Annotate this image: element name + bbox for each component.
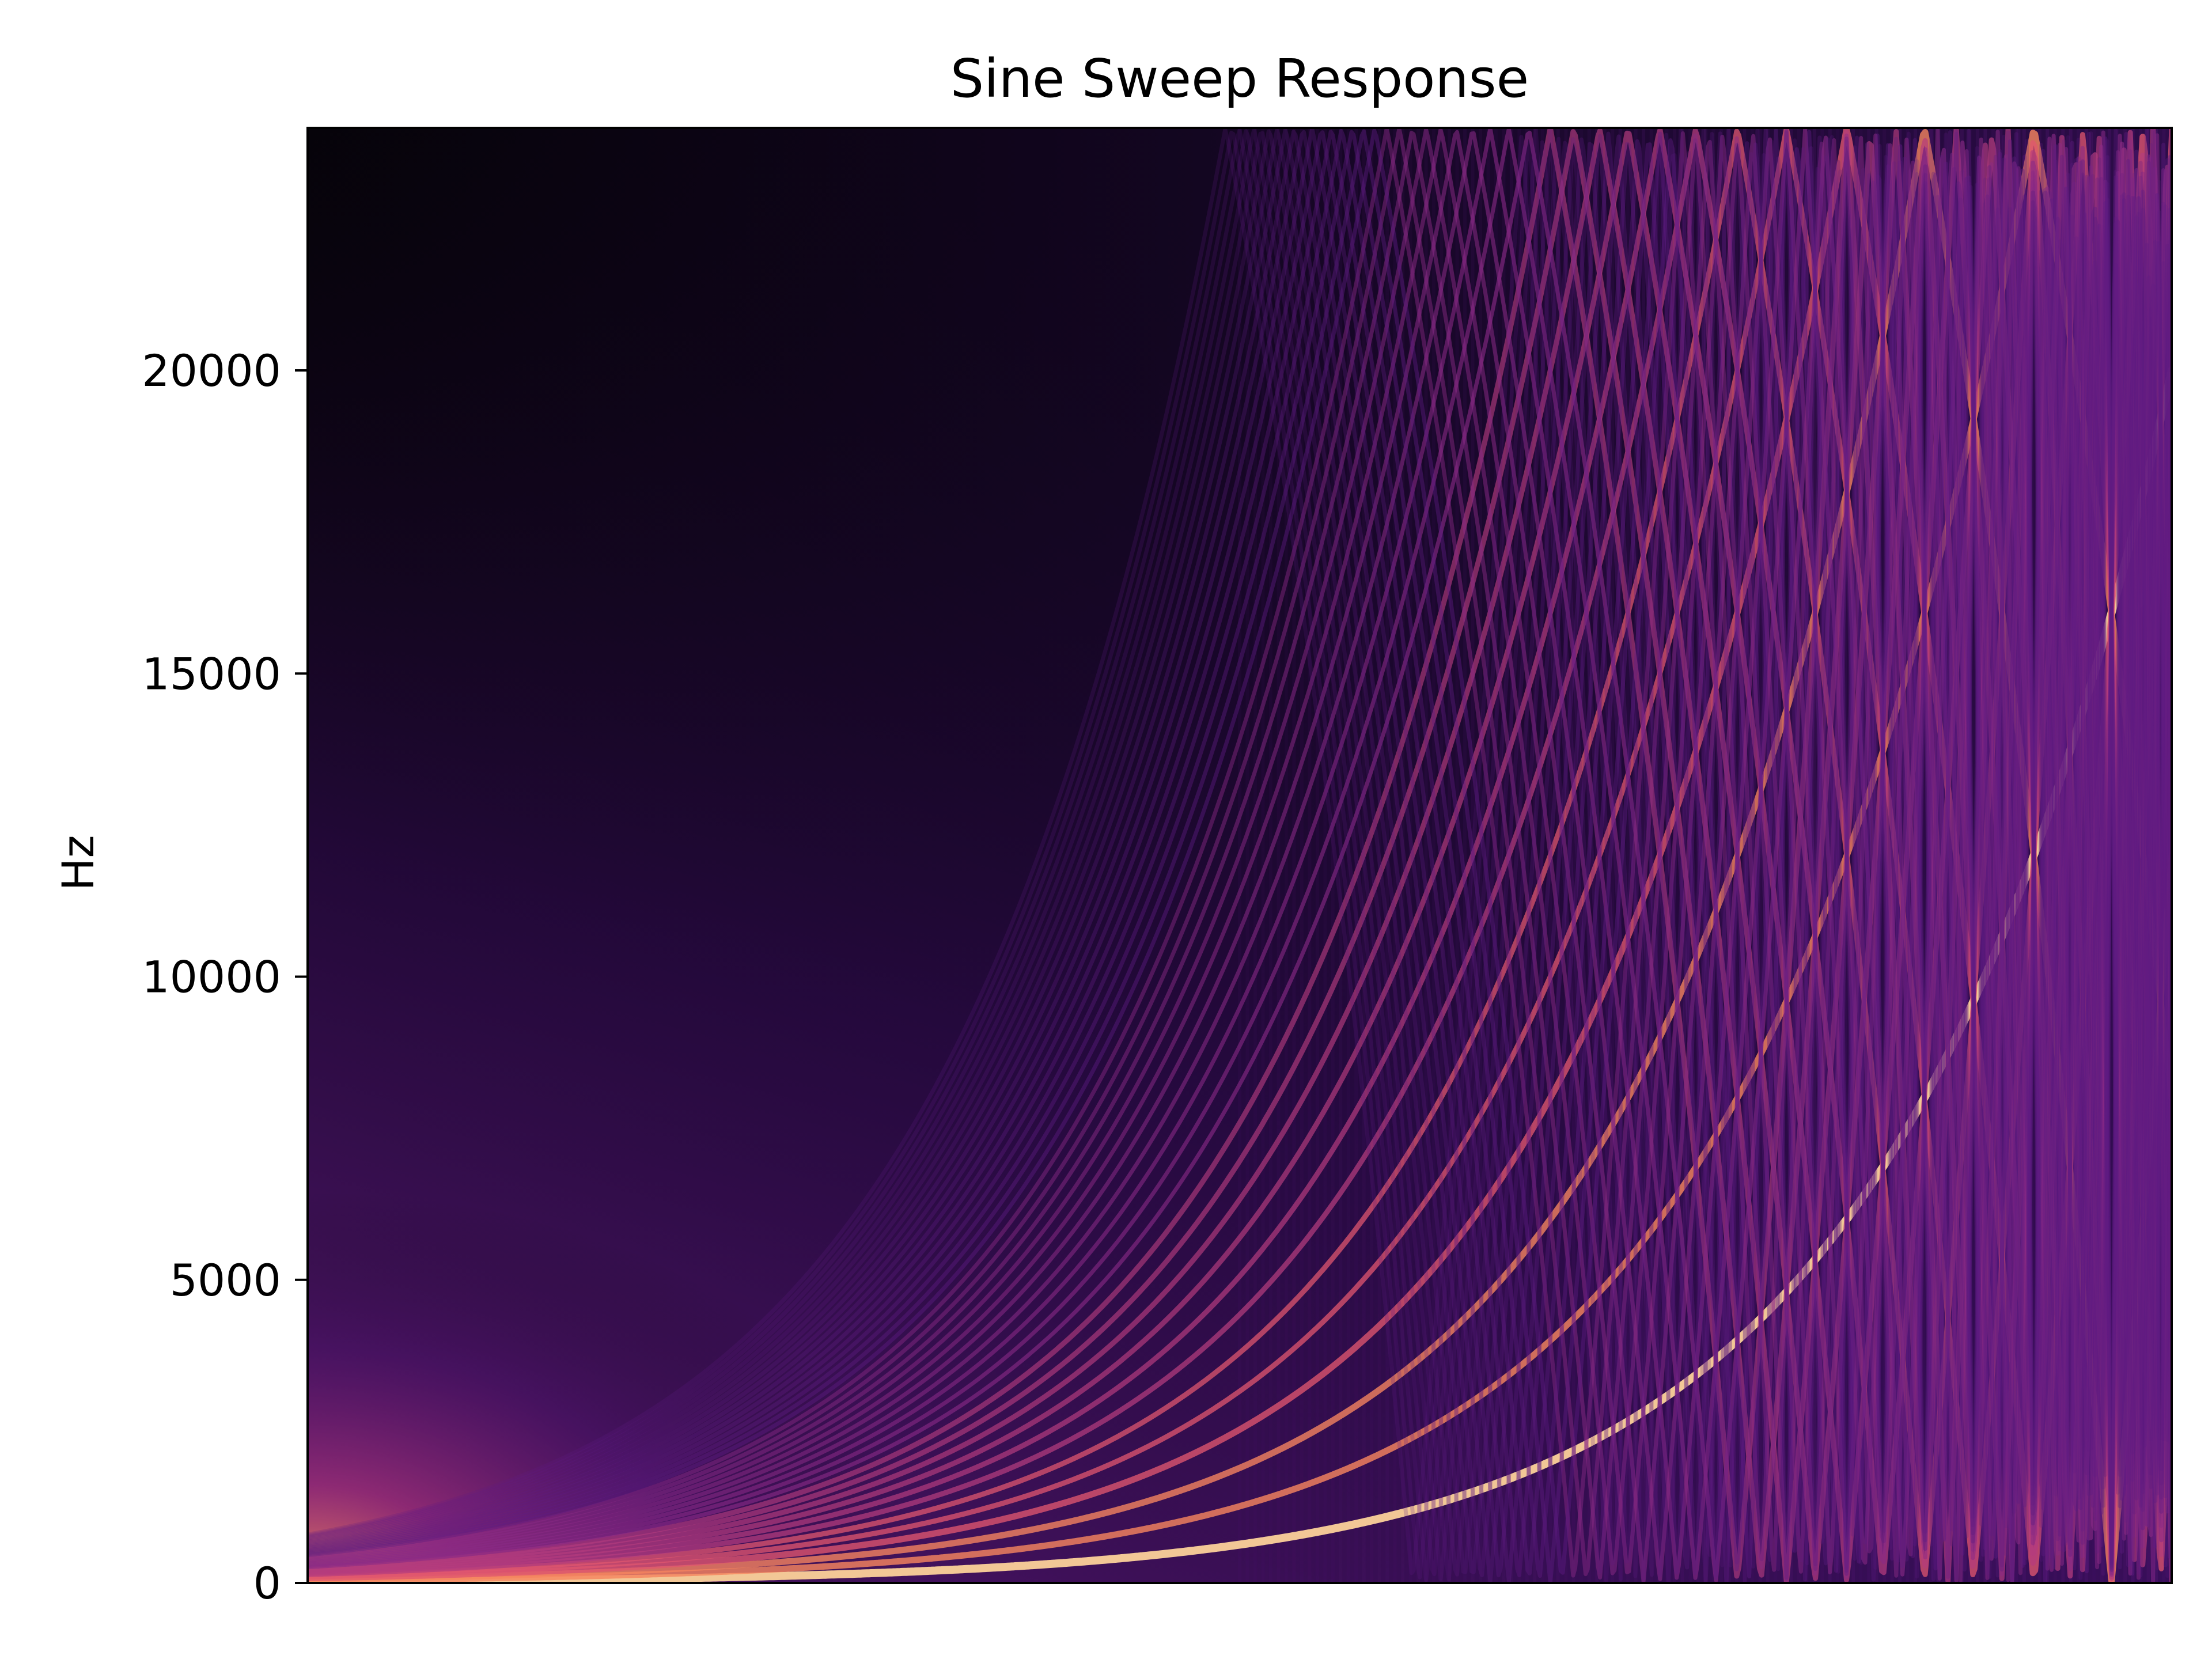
harmonic-curve [308, 128, 2172, 1583]
chart-title: Sine Sweep Response [950, 48, 1529, 109]
harmonic-curve [308, 128, 2172, 1580]
y-tick-label: 20000 [142, 345, 281, 396]
harmonic-curve [308, 130, 2172, 1583]
harmonic-curve [308, 128, 2172, 1582]
harmonic-curve [308, 128, 2172, 1583]
harmonic-curve [308, 128, 2172, 1582]
harmonic-curve [308, 128, 2172, 1581]
harmonic-curve [308, 128, 2172, 1583]
harmonic-curve [308, 128, 2172, 1583]
harmonic-curve [308, 128, 2172, 1583]
harmonic-curve [308, 128, 2172, 1582]
harmonic-curve [308, 128, 2172, 1582]
harmonic-curve [308, 128, 2172, 1581]
y-tick-label: 15000 [142, 648, 281, 699]
harmonic-curve [308, 128, 2172, 1583]
y-tick-label: 0 [253, 1558, 281, 1609]
y-axis-label: Hz [52, 835, 104, 891]
spectrogram-image [308, 128, 2172, 1583]
harmonic-curve [308, 128, 2172, 1582]
harmonic-curve [308, 128, 2172, 1580]
plot-area [306, 127, 2173, 1584]
harmonic-curve [308, 130, 2172, 1583]
harmonic-curve [308, 128, 2172, 1581]
harmonic-curve [308, 129, 2172, 1583]
harmonic-curve [308, 128, 2172, 1582]
harmonic-curve [308, 128, 2172, 1579]
harmonic-curve [308, 128, 2172, 1583]
harmonic-curve [308, 128, 2172, 1579]
harmonic-curve [308, 131, 2172, 1583]
plot-frame [306, 127, 2173, 1584]
harmonic-curve [308, 130, 2172, 1583]
harmonic-curve [308, 128, 2172, 1582]
harmonic-curve [308, 128, 2172, 1583]
harmonic-curve [308, 128, 2172, 1583]
harmonic-curve [308, 128, 2172, 1583]
harmonic-curve [308, 128, 2172, 1583]
harmonic-curve [308, 366, 2172, 1583]
harmonic-curve [308, 128, 2172, 1583]
harmonic-curve [308, 128, 2172, 1583]
harmonic-curve [308, 128, 2172, 1583]
y-axis: 0 5000 10000 15000 20000 [142, 345, 308, 1609]
harmonic-curve [308, 128, 2172, 1581]
harmonic-curve [308, 128, 2172, 1580]
harmonic-curve [308, 130, 2172, 1583]
y-tick-label: 5000 [170, 1255, 281, 1306]
harmonic-curve [308, 128, 2172, 1583]
harmonic-curve [308, 128, 2172, 1580]
y-tick-label: 10000 [142, 952, 281, 1003]
harmonic-curve [308, 128, 2172, 1583]
